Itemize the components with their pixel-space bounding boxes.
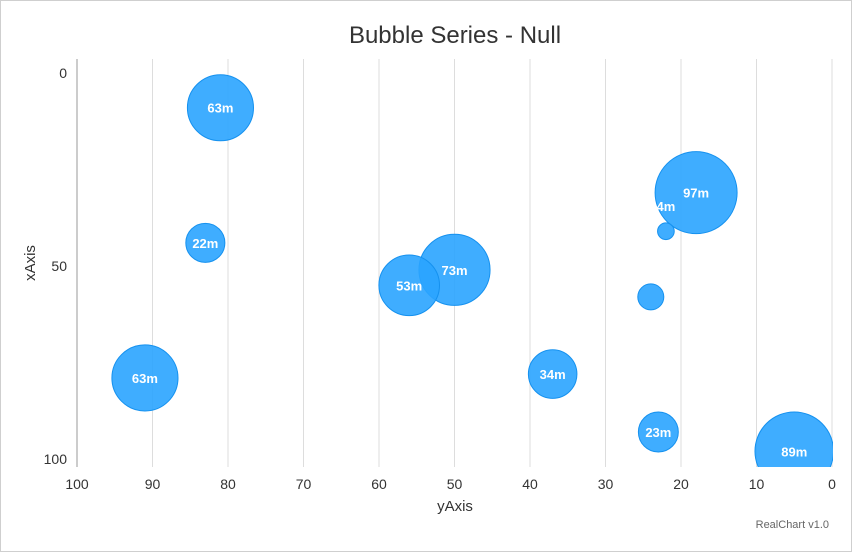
bubble-label: 63m <box>132 371 158 386</box>
x-tick-label: 30 <box>598 476 614 492</box>
y-tick-label: 100 <box>44 451 68 467</box>
y-tick-label: 50 <box>51 258 67 274</box>
bubble-labels: 63m 97m 4m 22m 73m 53m 63m 34m 23m 89m <box>132 101 807 460</box>
bubble[interactable] <box>637 411 679 453</box>
bubble-label: 23m <box>645 425 671 440</box>
grid-lines <box>152 59 833 467</box>
bubble[interactable] <box>754 411 834 491</box>
x-tick-label: 60 <box>371 476 387 492</box>
x-tick-label: 90 <box>145 476 161 492</box>
bubble-label: 89m <box>781 444 807 459</box>
bubble[interactable] <box>657 222 675 241</box>
y-tick-label: 0 <box>59 65 67 81</box>
y-axis-title: xAxis <box>22 245 39 281</box>
chart-title: Bubble Series - Null <box>349 22 561 49</box>
x-tick-label: 40 <box>522 476 538 492</box>
x-tick-label: 70 <box>296 476 312 492</box>
bubble[interactable] <box>186 74 254 142</box>
chart-credit: RealChart v1.0 <box>756 519 829 531</box>
bubble-label: 22m <box>192 236 218 251</box>
bubble[interactable] <box>111 344 179 412</box>
x-axis-title: yAxis <box>437 498 473 515</box>
x-tick-label: 10 <box>749 476 765 492</box>
bubble-label: 53m <box>396 278 422 293</box>
bubble[interactable] <box>185 222 226 263</box>
x-tick-label: 20 <box>673 476 689 492</box>
bubble-label: 63m <box>207 101 233 116</box>
bubble-label: 34m <box>540 367 566 382</box>
y-axis-ticks: 0 50 100 <box>44 65 68 467</box>
bubble[interactable] <box>527 349 578 399</box>
x-tick-label: 50 <box>447 476 463 492</box>
x-tick-label: 80 <box>220 476 236 492</box>
bubble-label: 73m <box>441 263 467 278</box>
bubble[interactable] <box>378 254 441 317</box>
bubble-series <box>111 74 834 491</box>
bubble[interactable] <box>637 283 665 311</box>
bubble[interactable] <box>654 151 738 235</box>
x-axis-ticks: 100 90 80 70 60 50 40 30 20 10 0 <box>65 476 836 492</box>
x-tick-label: 100 <box>65 476 89 492</box>
bubble-label: 4m <box>657 199 676 214</box>
x-tick-label: 0 <box>828 476 836 492</box>
bubble-label: 97m <box>683 186 709 201</box>
